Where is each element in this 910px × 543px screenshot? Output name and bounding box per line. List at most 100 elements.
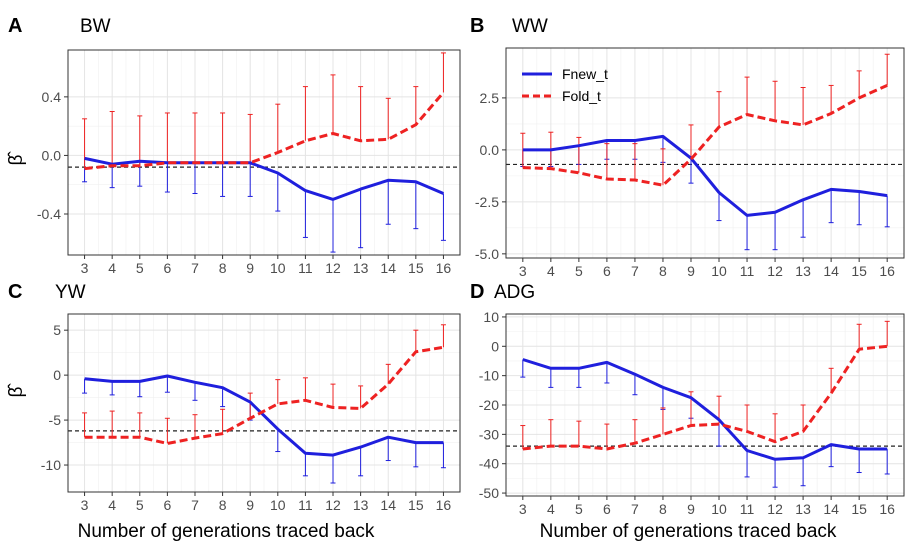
- y-tick-label: 2.5: [480, 90, 500, 106]
- y-tick-label: -30: [479, 426, 499, 442]
- x-tick-label: 10: [711, 501, 727, 517]
- x-tick-label: 15: [408, 497, 424, 513]
- series-line-fnew-t: [84, 374, 444, 457]
- series-line-fnew-t: [84, 156, 444, 201]
- x-tick-label: 5: [575, 263, 583, 279]
- x-tick-label: 9: [246, 497, 254, 513]
- x-tick-label: 12: [767, 501, 783, 517]
- x-tick-label: 12: [325, 497, 341, 513]
- x-tick-label: 4: [108, 260, 116, 276]
- panel-b: B WW 3 4 5 6 7 8 9 10 11 12 13 14 15 16 -5.0 -2.5 0.0 2.5: [470, 15, 905, 279]
- y-tick-label: 0.0: [42, 147, 62, 163]
- series-line-fold-t: [522, 84, 888, 187]
- x-tick-label: 5: [575, 501, 583, 517]
- x-tick-label: 7: [191, 497, 199, 513]
- y-tick-label: -40: [479, 456, 499, 472]
- x-tick-label: 7: [191, 260, 199, 276]
- series-line-fold-t: [84, 91, 445, 171]
- x-tick-label: 8: [219, 497, 227, 513]
- y-tick-label: 0.4: [42, 89, 62, 105]
- x-tick-label: 3: [519, 263, 527, 279]
- x-tick-label: 16: [879, 263, 895, 279]
- x-tick-label: 9: [687, 501, 695, 517]
- x-tick-label: 14: [823, 501, 839, 517]
- legend-label-fnew: Fnew_t: [562, 66, 608, 82]
- x-tick-label: 6: [603, 501, 611, 517]
- panel-a: A BW β̂ 3 4 5 6 7 8 9 10 11 12 13 14 15 16 -0.4 0.0 0.4: [6, 15, 461, 276]
- panel-title-d: ADG: [494, 282, 535, 303]
- x-tick-label: 16: [436, 260, 452, 276]
- x-tick-label: 7: [631, 263, 639, 279]
- x-tick-label: 4: [547, 263, 555, 279]
- y-tick-label: -2.5: [475, 194, 499, 210]
- y-axis-label-c: β̂: [6, 383, 27, 398]
- x-tick-label: 13: [353, 497, 369, 513]
- x-axis-label-d: Number of generations traced back: [540, 521, 837, 542]
- panel-letter-c: C: [8, 281, 22, 303]
- x-tick-label: 13: [353, 260, 369, 276]
- legend-label-fold: Fold_t: [562, 88, 601, 104]
- series-line-fnew-t: [522, 358, 888, 461]
- y-tick-label: -50: [479, 485, 499, 501]
- x-tick-label: 11: [740, 501, 755, 517]
- y-tick-label: -5: [49, 412, 62, 428]
- y-tick-label: -5.0: [475, 246, 499, 262]
- x-tick-label: 11: [740, 263, 755, 279]
- x-tick-label: 9: [687, 263, 695, 279]
- series-line-fnew-t: [522, 134, 888, 217]
- x-tick-label: 15: [851, 501, 867, 517]
- x-tick-label: 14: [380, 497, 396, 513]
- panel-title-b: WW: [512, 16, 548, 37]
- x-tick-label: 5: [136, 497, 144, 513]
- y-tick-label: 10: [483, 309, 499, 325]
- x-tick-label: 13: [795, 263, 811, 279]
- series-line-fold-t: [84, 345, 444, 445]
- x-tick-label: 5: [136, 260, 144, 276]
- panel-d: D ADG Number of generations traced back …: [470, 281, 905, 542]
- y-tick-label: -0.4: [37, 206, 61, 222]
- x-tick-label: 16: [436, 497, 452, 513]
- x-tick-label: 10: [711, 263, 727, 279]
- y-tick-label: 5: [53, 322, 61, 338]
- x-tick-label: 8: [219, 260, 227, 276]
- panel-letter-b: B: [470, 15, 484, 37]
- y-tick-label: -10: [479, 368, 499, 384]
- x-tick-label: 8: [659, 263, 667, 279]
- x-tick-label: 4: [547, 501, 555, 517]
- panel-letter-a: A: [8, 15, 22, 37]
- x-tick-label: 13: [795, 501, 811, 517]
- x-tick-label: 8: [659, 501, 667, 517]
- y-tick-label: 0: [53, 367, 61, 383]
- panel-c: C YW β̂ Number of generations traced bac…: [6, 281, 461, 542]
- x-axis-label-c: Number of generations traced back: [78, 521, 375, 542]
- plot-border-b: [505, 47, 905, 259]
- x-tick-label: 10: [270, 260, 286, 276]
- x-tick-label: 7: [631, 501, 639, 517]
- x-tick-label: 4: [108, 497, 116, 513]
- y-tick-label: 0: [491, 338, 499, 354]
- plot-border-c: [67, 313, 461, 493]
- y-tick-label: -20: [479, 397, 499, 413]
- x-tick-label: 3: [519, 501, 527, 517]
- x-tick-label: 3: [81, 260, 89, 276]
- legend: Fnew_t Fold_t: [522, 66, 608, 104]
- x-tick-label: 9: [246, 260, 254, 276]
- x-tick-label: 14: [380, 260, 396, 276]
- series-line-fold-t: [522, 344, 888, 451]
- plot-border-d: [505, 313, 905, 497]
- x-tick-label: 11: [298, 497, 313, 513]
- x-tick-label: 3: [81, 497, 89, 513]
- y-tick-label: 0.0: [480, 142, 500, 158]
- panel-title-c: YW: [55, 282, 86, 303]
- y-axis-label-a: β̂: [6, 151, 27, 166]
- x-tick-label: 12: [325, 260, 341, 276]
- x-tick-label: 15: [851, 263, 867, 279]
- plot-border-a: [67, 49, 461, 256]
- y-tick-label: -10: [41, 457, 61, 473]
- x-tick-label: 6: [163, 497, 171, 513]
- x-tick-label: 16: [879, 501, 895, 517]
- x-tick-label: 11: [298, 260, 313, 276]
- panel-title-a: BW: [80, 16, 111, 37]
- x-tick-label: 10: [270, 497, 286, 513]
